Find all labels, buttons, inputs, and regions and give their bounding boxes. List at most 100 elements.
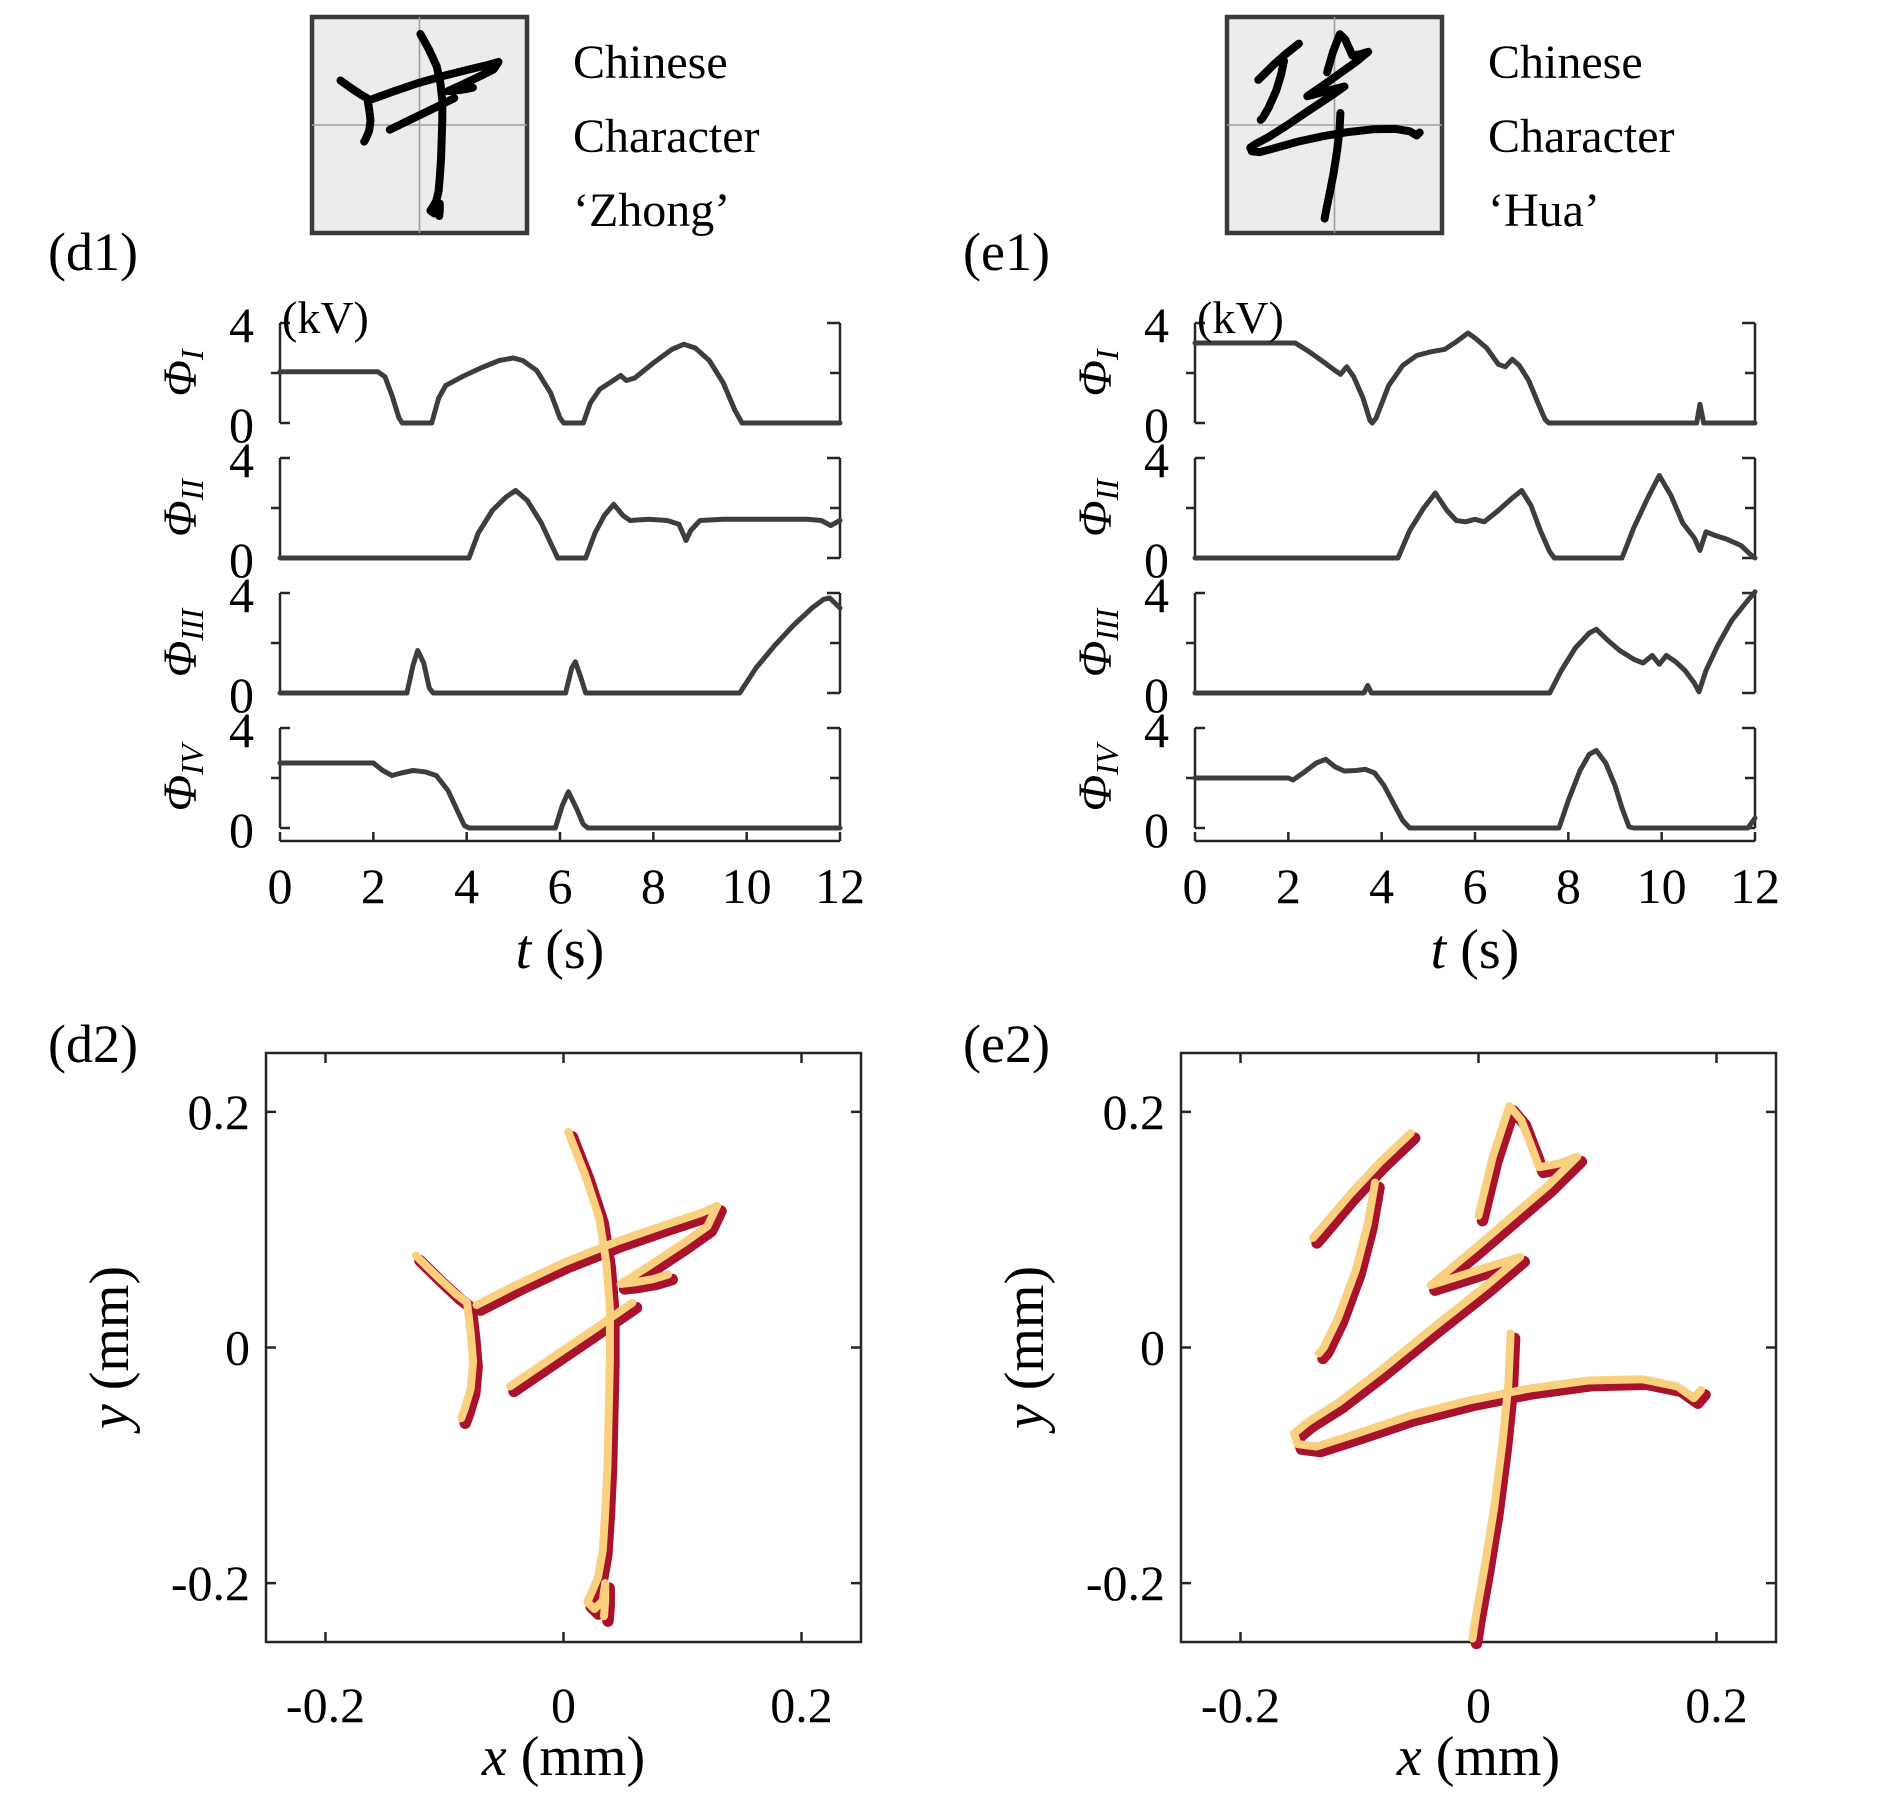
y-axis-right-d1-IV bbox=[827, 726, 842, 830]
ytick-label: -0.2 bbox=[1086, 1555, 1165, 1611]
ytick-label: 4 bbox=[1144, 702, 1169, 758]
plot-box-e2 bbox=[1179, 1051, 1778, 1644]
x-axis-title-d2: x (mm) bbox=[481, 1726, 645, 1788]
ytick-label: 0 bbox=[1144, 802, 1169, 858]
written-trace-yellow-stroke-2 bbox=[1315, 1178, 1379, 1358]
channel-label-phi-II: ΦII bbox=[1069, 478, 1126, 537]
xtick-label: 0.2 bbox=[1685, 1677, 1748, 1733]
y-axis-right-e1-IV bbox=[1742, 726, 1757, 830]
y-axis-right-d1-I bbox=[827, 321, 842, 425]
character-card-zhong bbox=[309, 14, 530, 236]
panel-label-e2: (e2) bbox=[963, 1014, 1050, 1074]
xtick-label: 0 bbox=[268, 858, 293, 914]
trajectory-panel-e2: (e2) -0.2 0 0.2 -0.2 0 0.2 x (mm) y (mm) bbox=[963, 1014, 1778, 1788]
card-title-line: Character bbox=[1488, 110, 1675, 163]
panel-label-d1: (d1) bbox=[48, 222, 138, 282]
xtick-label: 2 bbox=[1276, 858, 1301, 914]
panel-label-d2: (d2) bbox=[48, 1014, 138, 1074]
waveform-e1-phi-II bbox=[1192, 473, 1758, 561]
y-axis-right-e1-II bbox=[1742, 456, 1757, 560]
ytick-label: 4 bbox=[229, 297, 254, 353]
written-trace-yellow-stroke-2 bbox=[472, 1202, 721, 1310]
ytick-label: 0 bbox=[1144, 667, 1169, 723]
card-character-stroke-1 bbox=[1254, 39, 1303, 84]
xtick-label: 8 bbox=[641, 858, 666, 914]
xtick-label: 12 bbox=[815, 858, 865, 914]
xtick-label: -0.2 bbox=[1201, 1677, 1280, 1733]
ytick-label: 0 bbox=[1144, 532, 1169, 588]
y-axis-left-e1-I bbox=[1186, 321, 1205, 425]
ytick-label: 4 bbox=[229, 702, 254, 758]
ytick-label: 0 bbox=[229, 532, 254, 588]
waveform-e1-phi-I bbox=[1192, 330, 1758, 426]
xtick-label: 0.2 bbox=[770, 1677, 833, 1733]
x-axis-title-e2: x (mm) bbox=[1396, 1726, 1560, 1788]
ytick-label: 0 bbox=[229, 397, 254, 453]
xtick-label: 6 bbox=[1463, 858, 1488, 914]
x-axis-title-e1: t (s) bbox=[1431, 919, 1520, 981]
channel-label-phi-I: ΦI bbox=[1069, 348, 1126, 397]
character-card-hua bbox=[1224, 14, 1445, 236]
waveform-d1-phi-I bbox=[277, 341, 843, 426]
written-trace-yellow-stroke-1 bbox=[1309, 1129, 1415, 1242]
xtick-label: 12 bbox=[1730, 858, 1780, 914]
trajectory-panel-d2: (d2) -0.2 0 0.2 -0.2 0 0.2 x (mm) y (mm) bbox=[48, 1014, 863, 1788]
ytick-label: 0 bbox=[229, 667, 254, 723]
y-axis-left-e1-II bbox=[1186, 456, 1205, 560]
y-axis-left-d1-IV bbox=[271, 726, 290, 830]
ytick-label: 4 bbox=[229, 567, 254, 623]
waveform-d1-phi-II bbox=[277, 488, 843, 561]
ytick-label: 4 bbox=[1144, 567, 1169, 623]
written-trace-yellow-stroke-4 bbox=[1468, 1329, 1515, 1643]
xtick-label: 8 bbox=[1556, 858, 1581, 914]
plot-box-d2 bbox=[264, 1051, 863, 1644]
x-axis-d1 bbox=[278, 832, 842, 843]
reference-trace-red-d2 bbox=[414, 1131, 727, 1627]
channel-label-phi-III: ΦIII bbox=[1069, 607, 1126, 677]
card-title-line: ‘Zhong’ bbox=[573, 184, 731, 237]
waveform-e1-phi-III bbox=[1192, 589, 1758, 696]
channel-label-phi-III: ΦIII bbox=[154, 607, 211, 677]
y-axis-left-d1-III bbox=[271, 591, 290, 695]
reference-trace-red-stroke-1 bbox=[1311, 1132, 1421, 1249]
written-trace-yellow-stroke-4 bbox=[564, 1127, 614, 1621]
xtick-label: 0 bbox=[1183, 858, 1208, 914]
xtick-label: 4 bbox=[454, 858, 479, 914]
unit-label-kv: (kV) bbox=[1197, 292, 1284, 343]
written-trace-yellow-e2 bbox=[1290, 1102, 1705, 1643]
channel-label-phi-IV: ΦIV bbox=[154, 741, 211, 811]
xtick-label: 6 bbox=[548, 858, 573, 914]
ytick-label: -0.2 bbox=[171, 1555, 250, 1611]
ytick-label: 0.2 bbox=[1103, 1084, 1166, 1140]
card-character-stroke-1 bbox=[336, 76, 375, 146]
y-axis-title-e2: y (mm) bbox=[994, 1266, 1056, 1434]
x-axis-title-d1: t (s) bbox=[516, 919, 605, 981]
card-title-hua: Chinese Character ‘Hua’ bbox=[1488, 26, 1675, 248]
waveform-d1-phi-IV bbox=[277, 760, 843, 831]
y-axis-right-d1-III bbox=[827, 591, 842, 695]
ytick-label: 0 bbox=[1140, 1320, 1165, 1376]
ytick-label: 0 bbox=[1144, 397, 1169, 453]
xtick-label: 0 bbox=[1466, 1677, 1491, 1733]
card-character-stroke-2 bbox=[368, 57, 503, 104]
card-title-zhong: Chinese Character ‘Zhong’ bbox=[573, 26, 760, 248]
card-crosshair bbox=[312, 17, 527, 233]
written-trace-yellow-d2 bbox=[411, 1127, 721, 1621]
ytick-label: 0.2 bbox=[188, 1084, 251, 1140]
channel-label-phi-II: ΦII bbox=[154, 478, 211, 537]
xtick-label: 2 bbox=[361, 858, 386, 914]
card-character-stroke-2 bbox=[1256, 56, 1288, 124]
y-axis-right-e1-I bbox=[1742, 321, 1757, 425]
reference-trace-red-stroke-2 bbox=[474, 1205, 727, 1316]
written-trace-yellow-stroke-1 bbox=[411, 1251, 478, 1423]
channel-label-phi-I: ΦI bbox=[154, 348, 211, 397]
xtick-label: 4 bbox=[1369, 858, 1394, 914]
y-axis-right-e1-III bbox=[1742, 591, 1757, 695]
y-axis-left-d1-II bbox=[271, 456, 290, 560]
xtick-label: -0.2 bbox=[286, 1677, 365, 1733]
ytick-label: 0 bbox=[225, 1320, 250, 1376]
